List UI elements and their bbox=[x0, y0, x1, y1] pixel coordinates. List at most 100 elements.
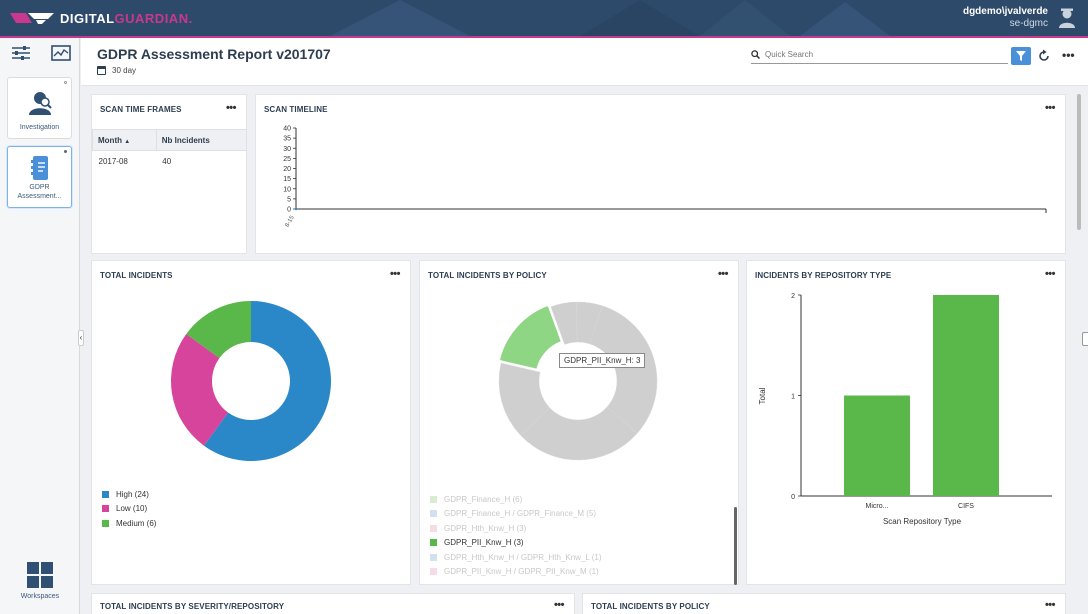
column-header-nb-incidents[interactable]: Nb Incidents bbox=[155, 129, 248, 151]
legend-swatch bbox=[430, 553, 437, 561]
settings-sliders-icon[interactable] bbox=[10, 44, 32, 62]
panel-more-menu[interactable]: ••• bbox=[1044, 599, 1056, 611]
timeframe-label: 30 day bbox=[112, 66, 137, 75]
donut-slice bbox=[520, 406, 638, 461]
timeline-chart: 0 5 10 15 20 25 30 35 40 8-15 bbox=[283, 126, 1047, 228]
y-tick-label: 35 bbox=[283, 136, 291, 143]
donut-slice-high bbox=[203, 301, 331, 461]
y-tick-label: 15 bbox=[283, 176, 291, 183]
panel-more-menu[interactable]: ••• bbox=[717, 268, 729, 280]
panel-incidents-by-severity-repository: TOTAL INCIDENTS BY SEVERITY/REPOSITORY •… bbox=[91, 593, 575, 614]
x-tick-label: 8-15 bbox=[285, 214, 297, 228]
filter-button[interactable] bbox=[1011, 47, 1031, 65]
brand-logo[interactable]: DIGITALGUARDIAN. bbox=[10, 9, 193, 27]
y-tick-label: 20 bbox=[283, 166, 291, 173]
legend-item[interactable]: GDPR_PII_Knw_H (3) bbox=[430, 536, 602, 551]
severity-donut-chart bbox=[171, 301, 331, 461]
legend-item[interactable]: GDPR_PII_Knw_H / GDPR_PII_Knw_M (1) bbox=[430, 565, 602, 580]
y-tick-label: 0 bbox=[287, 207, 291, 214]
legend-swatch bbox=[102, 519, 109, 527]
collapse-rail-handle[interactable]: ‹ bbox=[78, 330, 84, 346]
donut-slice bbox=[498, 362, 551, 436]
filter-icon bbox=[1016, 51, 1026, 61]
panel-title: SCAN TIMELINE bbox=[264, 105, 328, 114]
legend-item[interactable]: Low (10) bbox=[102, 502, 156, 517]
quick-search[interactable] bbox=[751, 46, 1008, 64]
legend-item[interactable]: GDPR_Finance_H / GDPR_Finance_M (5) bbox=[430, 507, 602, 522]
page-scrollbar[interactable] bbox=[1077, 94, 1081, 230]
panel-scan-timeline: SCAN TIMELINE ••• 0 5 10 15 20 25 30 35 40 8-15 bbox=[255, 94, 1066, 254]
table-cell: 2017-08 bbox=[98, 157, 128, 167]
y-axis-label: Total bbox=[758, 387, 767, 404]
panel-total-incidents: TOTAL INCIDENTS ••• High (24) Low (10) M… bbox=[91, 260, 411, 585]
rail-item-label: GDPR Assessment... bbox=[17, 184, 62, 200]
server-name: se-dgmc bbox=[1009, 18, 1048, 29]
analytics-chart-icon[interactable] bbox=[50, 44, 72, 62]
panel-more-menu[interactable]: ••• bbox=[389, 268, 401, 280]
panel-incidents-by-repository-type: INCIDENTS BY REPOSITORY TYPE ••• 0 1 2 Micr… bbox=[746, 260, 1066, 585]
brand-logo-icon bbox=[10, 13, 54, 24]
donut-slice-low bbox=[171, 333, 229, 446]
rail-toolbar bbox=[10, 44, 72, 62]
policy-legend: GDPR_Finance_H (6) GDPR_Finance_H / GDPR… bbox=[430, 492, 602, 579]
right-panel-handle[interactable] bbox=[1082, 332, 1088, 346]
legend-item[interactable]: High (24) bbox=[102, 487, 156, 502]
y-tick-label: 10 bbox=[283, 186, 291, 193]
header-accent-line bbox=[0, 36, 1088, 38]
user-avatar-icon[interactable] bbox=[1058, 7, 1076, 29]
time-frames-table: Month ▲ Nb Incidents 2017-08 40 bbox=[92, 129, 248, 173]
legend-swatch bbox=[102, 490, 109, 498]
severity-legend: High (24) Low (10) Medium (6) bbox=[102, 487, 156, 531]
legend-item[interactable]: GDPR_Hth_Knw_H / GDPR_Hth_Knw_L (1) bbox=[430, 550, 602, 565]
legend-swatch bbox=[430, 524, 437, 532]
y-tick-label: 1 bbox=[791, 394, 795, 401]
pin-icon[interactable] bbox=[64, 150, 67, 153]
panel-more-menu[interactable]: ••• bbox=[225, 102, 237, 114]
legend-scrollbar[interactable] bbox=[734, 507, 737, 585]
app-header: DIGITALGUARDIAN. dgdemo\jvalverde se-dgm… bbox=[0, 0, 1088, 36]
panel-more-menu[interactable]: ••• bbox=[1044, 102, 1056, 114]
panel-title: INCIDENTS BY REPOSITORY TYPE bbox=[755, 271, 892, 280]
report-header: GDPR Assessment Report v201707 30 day ••… bbox=[81, 38, 1088, 86]
workspaces-button[interactable]: Workspaces bbox=[0, 562, 80, 600]
policy-donut-chart bbox=[498, 301, 658, 461]
panel-more-menu[interactable]: ••• bbox=[553, 599, 565, 611]
donut-slice bbox=[498, 304, 563, 371]
sort-ascending-icon: ▲ bbox=[124, 138, 131, 145]
page-title: GDPR Assessment Report v201707 bbox=[97, 46, 331, 62]
search-input[interactable] bbox=[765, 50, 995, 59]
user-info[interactable]: dgdemo\jvalverde se-dgmc bbox=[963, 6, 1048, 30]
repository-bar-chart: 0 1 2 Micro... CIFS Scan Repository Type Total bbox=[758, 293, 1052, 526]
panel-title: SCAN TIME FRAMES bbox=[100, 105, 182, 114]
legend-item[interactable]: Medium (6) bbox=[102, 516, 156, 531]
panel-incidents-by-policy: TOTAL INCIDENTS BY POLICY ••• GDPR_PII_K… bbox=[419, 260, 739, 585]
panel-title: TOTAL INCIDENTS BY POLICY bbox=[428, 271, 547, 280]
panel-more-menu[interactable]: ••• bbox=[1044, 268, 1056, 280]
panel-title: TOTAL INCIDENTS BY SEVERITY/REPOSITORY bbox=[100, 602, 285, 611]
legend-item[interactable]: GDPR_Finance_H (6) bbox=[430, 492, 602, 507]
workspaces-label: Workspaces bbox=[20, 593, 60, 600]
timeframe[interactable]: 30 day bbox=[97, 66, 136, 75]
column-header-month[interactable]: Month ▲ bbox=[92, 129, 157, 151]
report-more-menu[interactable]: ••• bbox=[1062, 48, 1075, 62]
x-tick-label: Micro... bbox=[866, 503, 889, 510]
y-tick-label: 2 bbox=[791, 293, 795, 300]
legend-swatch bbox=[430, 539, 437, 547]
table-row[interactable]: 2017-08 40 bbox=[93, 151, 247, 173]
legend-item[interactable]: GDPR_Hth_Knw_H (3) bbox=[430, 521, 602, 536]
y-tick-label: 5 bbox=[287, 196, 291, 203]
legend-swatch bbox=[430, 568, 437, 576]
rail-item-investigation[interactable]: Investigation bbox=[7, 77, 72, 139]
table-cell: 40 bbox=[162, 157, 172, 167]
bar-cifs bbox=[933, 295, 999, 496]
rail-item-gdpr-report[interactable]: GDPR Assessment... bbox=[7, 146, 72, 208]
refresh-icon[interactable] bbox=[1037, 49, 1051, 63]
pin-icon[interactable] bbox=[64, 81, 67, 84]
header-decoration bbox=[330, 0, 890, 36]
rail-item-label: Investigation bbox=[19, 124, 60, 131]
panel-title: TOTAL INCIDENTS bbox=[100, 271, 173, 280]
panel-title: TOTAL INCIDENTS BY POLICY bbox=[591, 602, 710, 611]
y-tick-label: 25 bbox=[283, 156, 291, 163]
report-icon bbox=[30, 156, 48, 180]
y-tick-label: 40 bbox=[283, 126, 291, 133]
